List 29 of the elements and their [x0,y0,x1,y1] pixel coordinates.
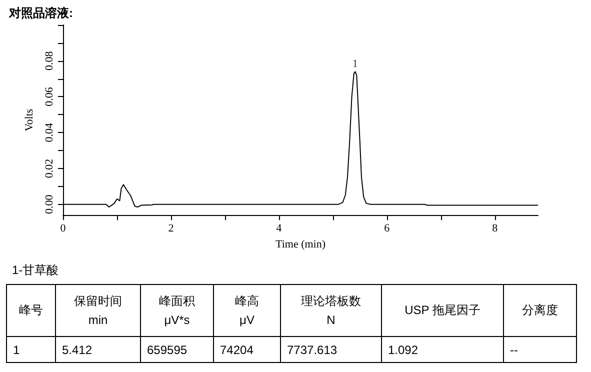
x-axis-title: Time (min) [275,238,326,250]
text: 7737.613 [287,342,338,356]
category-label: 峰号 [6,284,56,336]
category-label: 保留时间 min [56,284,140,336]
x-tick-label: 6 [384,222,390,235]
text: 1 [13,342,20,356]
text: 659595 [147,342,188,356]
x-tick-label: 0 [60,222,66,235]
text: 1-甘草酸 [12,262,59,279]
category-label: 峰高 μV [214,284,280,336]
category-label: 峰面积 μV*s [140,284,214,336]
x-tick-label: 4 [276,222,282,235]
x-tick-label: 8 [492,222,498,235]
category-label: USP 拖尾因子 [382,284,504,336]
x-tick-label: 2 [168,222,174,235]
category-label: 理论塔板数 N [280,284,382,336]
text: 74204 [220,342,254,356]
y-tick-label: 0.08 [44,50,56,70]
chart-title: 对照品溶液: [8,6,73,20]
y-axis-title: Volts [24,108,36,132]
annotation: 1 [352,58,358,70]
category-label: 分离度 [504,284,576,336]
text: -- [510,342,518,356]
text: 1.092 [388,342,418,356]
y-tick-label: 0.04 [44,122,56,142]
text: 5.412 [62,342,92,356]
y-tick-label: 0.02 [44,158,56,178]
y-tick-label: 0.06 [44,86,56,106]
y-tick-label: 0.00 [44,194,56,214]
